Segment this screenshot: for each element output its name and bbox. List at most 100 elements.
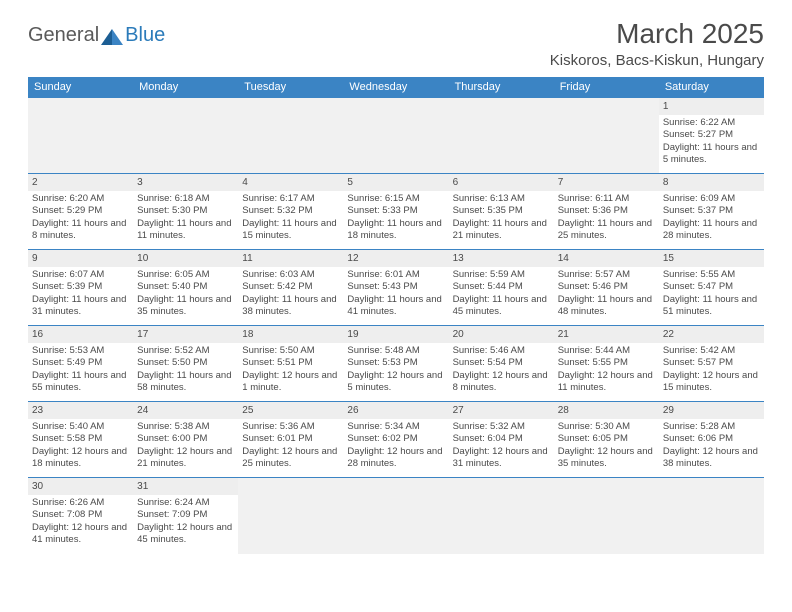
daylight-text: Daylight: 11 hours and 48 minutes. — [558, 294, 655, 319]
sunset-text: Sunset: 5:53 PM — [347, 357, 444, 369]
day-number: 19 — [343, 326, 448, 343]
sunset-text: Sunset: 5:35 PM — [453, 205, 550, 217]
day-number: 13 — [449, 250, 554, 267]
calendar-cell: 18Sunrise: 5:50 AMSunset: 5:51 PMDayligh… — [238, 326, 343, 402]
calendar-cell — [659, 478, 764, 554]
sunrise-text: Sunrise: 5:52 AM — [137, 345, 234, 357]
day-number: 24 — [133, 402, 238, 419]
sunset-text: Sunset: 5:37 PM — [663, 205, 760, 217]
sunset-text: Sunset: 6:00 PM — [137, 433, 234, 445]
sunrise-text: Sunrise: 6:13 AM — [453, 193, 550, 205]
daylight-text: Daylight: 11 hours and 5 minutes. — [663, 142, 760, 167]
logo-text-general: General — [28, 24, 99, 47]
calendar-cell: 29Sunrise: 5:28 AMSunset: 6:06 PMDayligh… — [659, 402, 764, 478]
calendar-cell: 7Sunrise: 6:11 AMSunset: 5:36 PMDaylight… — [554, 174, 659, 250]
calendar-cell: 22Sunrise: 5:42 AMSunset: 5:57 PMDayligh… — [659, 326, 764, 402]
day-number: 26 — [343, 402, 448, 419]
calendar-cell: 30Sunrise: 6:26 AMSunset: 7:08 PMDayligh… — [28, 478, 133, 554]
calendar-week-row: 9Sunrise: 6:07 AMSunset: 5:39 PMDaylight… — [28, 250, 764, 326]
day-number: 29 — [659, 402, 764, 419]
daylight-text: Daylight: 12 hours and 41 minutes. — [32, 522, 129, 547]
sunset-text: Sunset: 5:44 PM — [453, 281, 550, 293]
calendar-cell: 1Sunrise: 6:22 AMSunset: 5:27 PMDaylight… — [659, 98, 764, 174]
sunrise-text: Sunrise: 6:15 AM — [347, 193, 444, 205]
calendar-cell: 19 Sunrise: 5:48 AMSunset: 5:53 PMDayligh… — [343, 326, 448, 402]
calendar-cell: 13 Sunrise: 5:59 AMSunset: 5:44 PMDayligh… — [449, 250, 554, 326]
daylight-text: Daylight: 12 hours and 38 minutes. — [663, 446, 760, 471]
sunset-text: Sunset: 5:55 PM — [558, 357, 655, 369]
day-number: 22 — [659, 326, 764, 343]
day-number: 3 — [133, 174, 238, 191]
daylight-text: Daylight: 11 hours and 45 minutes. — [453, 294, 550, 319]
sunrise-text: Sunrise: 5:59 AM — [453, 269, 550, 281]
calendar-week-row: 1Sunrise: 6:22 AMSunset: 5:27 PMDaylight… — [28, 98, 764, 174]
calendar-cell — [238, 478, 343, 554]
day-number: 10 — [133, 250, 238, 267]
sunset-text: Sunset: 5:33 PM — [347, 205, 444, 217]
daylight-text: Daylight: 12 hours and 15 minutes. — [663, 370, 760, 395]
calendar-cell: 27Sunrise: 5:32 AMSunset: 6:04 PMDayligh… — [449, 402, 554, 478]
daylight-text: Daylight: 12 hours and 5 minutes. — [347, 370, 444, 395]
daylight-text: Daylight: 12 hours and 28 minutes. — [347, 446, 444, 471]
sunset-text: Sunset: 5:40 PM — [137, 281, 234, 293]
calendar-cell — [449, 98, 554, 174]
calendar-week-row: 16Sunrise: 5:53 AMSunset: 5:49 PMDayligh… — [28, 326, 764, 402]
calendar-cell: 5Sunrise: 6:15 AMSunset: 5:33 PMDaylight… — [343, 174, 448, 250]
calendar-cell — [554, 478, 659, 554]
daylight-text: Daylight: 12 hours and 25 minutes. — [242, 446, 339, 471]
sunset-text: Sunset: 5:30 PM — [137, 205, 234, 217]
calendar-cell: 24Sunrise: 5:38 AMSunset: 6:00 PMDayligh… — [133, 402, 238, 478]
logo: General Blue — [28, 24, 165, 47]
daylight-text: Daylight: 11 hours and 15 minutes. — [242, 218, 339, 243]
calendar-cell: 17Sunrise: 5:52 AMSunset: 5:50 PMDayligh… — [133, 326, 238, 402]
day-number: 17 — [133, 326, 238, 343]
calendar-table: Sunday Monday Tuesday Wednesday Thursday… — [28, 77, 764, 554]
calendar-cell — [554, 98, 659, 174]
day-number: 14 — [554, 250, 659, 267]
day-number: 20 — [449, 326, 554, 343]
sunset-text: Sunset: 5:42 PM — [242, 281, 339, 293]
calendar-cell: 8Sunrise: 6:09 AMSunset: 5:37 PMDaylight… — [659, 174, 764, 250]
calendar-cell: 21Sunrise: 5:44 AMSunset: 5:55 PMDayligh… — [554, 326, 659, 402]
sunset-text: Sunset: 5:49 PM — [32, 357, 129, 369]
daylight-text: Daylight: 11 hours and 21 minutes. — [453, 218, 550, 243]
day-number: 2 — [28, 174, 133, 191]
sunset-text: Sunset: 5:27 PM — [663, 129, 760, 141]
sunrise-text: Sunrise: 5:30 AM — [558, 421, 655, 433]
sunset-text: Sunset: 7:08 PM — [32, 509, 129, 521]
calendar-cell: 9Sunrise: 6:07 AMSunset: 5:39 PMDaylight… — [28, 250, 133, 326]
sunrise-text: Sunrise: 5:50 AM — [242, 345, 339, 357]
day-number: 9 — [28, 250, 133, 267]
day-number: 6 — [449, 174, 554, 191]
logo-text-blue: Blue — [125, 24, 165, 47]
weekday-sunday: Sunday — [28, 77, 133, 98]
sunset-text: Sunset: 6:02 PM — [347, 433, 444, 445]
day-number: 4 — [238, 174, 343, 191]
sunrise-text: Sunrise: 5:48 AM — [347, 345, 444, 357]
sunrise-text: Sunrise: 5:55 AM — [663, 269, 760, 281]
daylight-text: Daylight: 11 hours and 8 minutes. — [32, 218, 129, 243]
sunset-text: Sunset: 5:57 PM — [663, 357, 760, 369]
calendar-cell — [28, 98, 133, 174]
sunrise-text: Sunrise: 6:18 AM — [137, 193, 234, 205]
sunrise-text: Sunrise: 5:40 AM — [32, 421, 129, 433]
calendar-cell — [238, 98, 343, 174]
calendar-cell: 2Sunrise: 6:20 AMSunset: 5:29 PMDaylight… — [28, 174, 133, 250]
sunset-text: Sunset: 7:09 PM — [137, 509, 234, 521]
day-number: 12 — [343, 250, 448, 267]
calendar-cell: 12Sunrise: 6:01 AMSunset: 5:43 PMDayligh… — [343, 250, 448, 326]
daylight-text: Daylight: 12 hours and 8 minutes. — [453, 370, 550, 395]
sunrise-text: Sunrise: 5:28 AM — [663, 421, 760, 433]
sunset-text: Sunset: 6:01 PM — [242, 433, 339, 445]
calendar-cell: 10Sunrise: 6:05 AMSunset: 5:40 PMDayligh… — [133, 250, 238, 326]
calendar-cell: 15Sunrise: 5:55 AMSunset: 5:47 PMDayligh… — [659, 250, 764, 326]
daylight-text: Daylight: 11 hours and 25 minutes. — [558, 218, 655, 243]
sunset-text: Sunset: 5:54 PM — [453, 357, 550, 369]
daylight-text: Daylight: 11 hours and 41 minutes. — [347, 294, 444, 319]
daylight-text: Daylight: 11 hours and 31 minutes. — [32, 294, 129, 319]
sunset-text: Sunset: 5:36 PM — [558, 205, 655, 217]
sunrise-text: Sunrise: 6:20 AM — [32, 193, 129, 205]
day-number: 7 — [554, 174, 659, 191]
day-number: 27 — [449, 402, 554, 419]
sunrise-text: Sunrise: 6:01 AM — [347, 269, 444, 281]
